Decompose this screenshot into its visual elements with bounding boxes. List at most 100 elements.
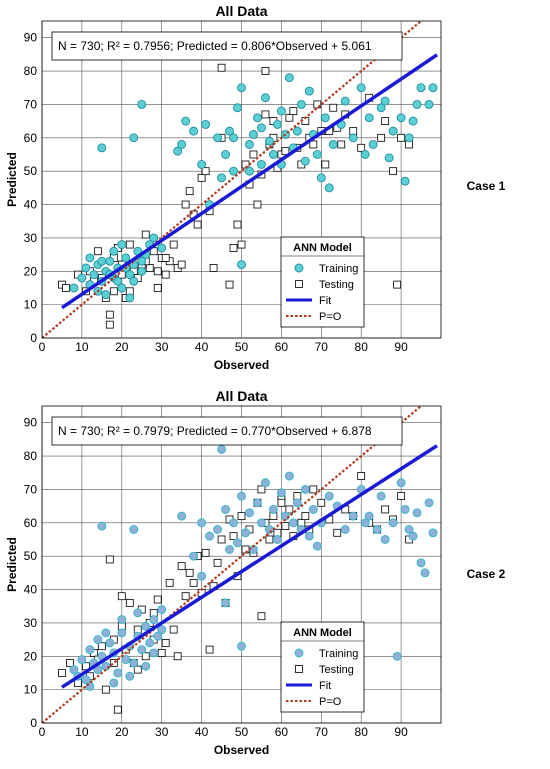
testing-point — [397, 133, 406, 142]
training-point — [424, 498, 434, 508]
y-tick-label: 30 — [24, 231, 38, 245]
training-point — [376, 491, 386, 501]
testing-point — [217, 535, 226, 544]
training-point — [141, 621, 151, 631]
testing-point — [105, 310, 114, 319]
training-point — [416, 558, 426, 568]
training-point — [312, 150, 322, 159]
testing-point — [229, 532, 238, 541]
training-point — [253, 113, 262, 123]
training-point — [340, 96, 350, 106]
training-point — [97, 143, 107, 153]
testing-point — [197, 173, 206, 182]
training-point — [141, 661, 151, 671]
training-point — [197, 518, 207, 528]
fit-line — [60, 53, 438, 310]
testing-point — [97, 642, 106, 651]
training-point — [213, 133, 223, 143]
testing-point — [357, 472, 366, 480]
testing-point — [301, 512, 310, 521]
y-tick-label: 30 — [24, 616, 38, 630]
testing-point — [189, 578, 198, 587]
training-point — [396, 113, 406, 123]
training-point — [133, 608, 143, 618]
x-tick-label: 80 — [355, 725, 369, 739]
training-point — [312, 541, 322, 551]
x-tick-label: 50 — [235, 725, 249, 739]
case-label: Case 2 — [467, 567, 506, 581]
testing-point — [141, 652, 150, 661]
training-point — [292, 126, 302, 136]
testing-point — [145, 264, 154, 272]
legend-title: ANN Model — [293, 242, 352, 254]
training-point — [137, 266, 147, 276]
training-point — [284, 471, 294, 481]
training-point — [77, 655, 87, 665]
training-point — [221, 150, 230, 159]
training-point — [157, 625, 167, 635]
training-point — [125, 293, 135, 303]
testing-point — [321, 160, 330, 169]
training-point — [257, 160, 266, 169]
y-tick-label: 70 — [24, 482, 38, 496]
x-tick-label: 90 — [394, 725, 408, 739]
training-point — [85, 253, 95, 263]
training-point — [225, 545, 234, 554]
training-point — [356, 83, 366, 93]
training-point — [348, 511, 358, 521]
training-point — [404, 525, 414, 534]
training-point — [400, 176, 410, 186]
testing-point — [141, 230, 150, 239]
x-tick-label: 0 — [39, 340, 46, 354]
training-point — [233, 103, 242, 113]
testing-point — [309, 140, 318, 149]
training-point — [101, 290, 111, 300]
testing-point — [109, 659, 118, 667]
legend-symbol-testing — [295, 280, 303, 288]
training-point — [300, 484, 310, 494]
testing-point — [165, 578, 174, 587]
y-tick-label: 50 — [24, 164, 38, 178]
x-axis-label: Observed — [214, 743, 269, 757]
y-tick-label: 40 — [24, 583, 38, 597]
testing-point — [233, 220, 242, 229]
training-point — [320, 113, 330, 123]
training-point — [149, 233, 159, 243]
testing-point — [261, 67, 270, 75]
training-point — [221, 504, 230, 514]
testing-point — [93, 247, 102, 256]
case-label: Case 1 — [467, 179, 506, 193]
testing-point — [277, 498, 286, 507]
testing-point — [389, 167, 398, 176]
x-tick-label: 80 — [355, 340, 369, 354]
training-point — [292, 498, 302, 508]
testing-point — [173, 652, 182, 661]
training-point — [69, 665, 79, 675]
testing-point — [253, 200, 262, 209]
testing-point — [201, 548, 210, 557]
training-point — [189, 551, 199, 561]
training-point — [213, 525, 223, 534]
y-axis-label: Predicted — [5, 152, 19, 207]
training-point — [268, 504, 278, 514]
legend-box — [280, 236, 365, 328]
testing-point — [117, 592, 126, 601]
testing-point — [185, 568, 194, 577]
training-point — [81, 675, 91, 685]
y-tick-label: 10 — [24, 298, 38, 312]
training-point — [97, 256, 107, 266]
y-tick-label: 40 — [24, 198, 38, 212]
x-tick-label: 30 — [155, 725, 169, 739]
training-point — [288, 518, 298, 528]
training-point — [177, 140, 187, 149]
legend-box — [280, 621, 365, 713]
x-tick-label: 0 — [39, 725, 46, 739]
training-point — [121, 655, 131, 665]
chart-title: All Data — [215, 3, 267, 19]
y-tick-label: 60 — [24, 131, 38, 145]
testing-point — [177, 260, 186, 269]
training-point — [408, 531, 418, 541]
training-point — [237, 491, 246, 501]
training-point — [129, 658, 139, 668]
testing-point — [205, 645, 214, 654]
